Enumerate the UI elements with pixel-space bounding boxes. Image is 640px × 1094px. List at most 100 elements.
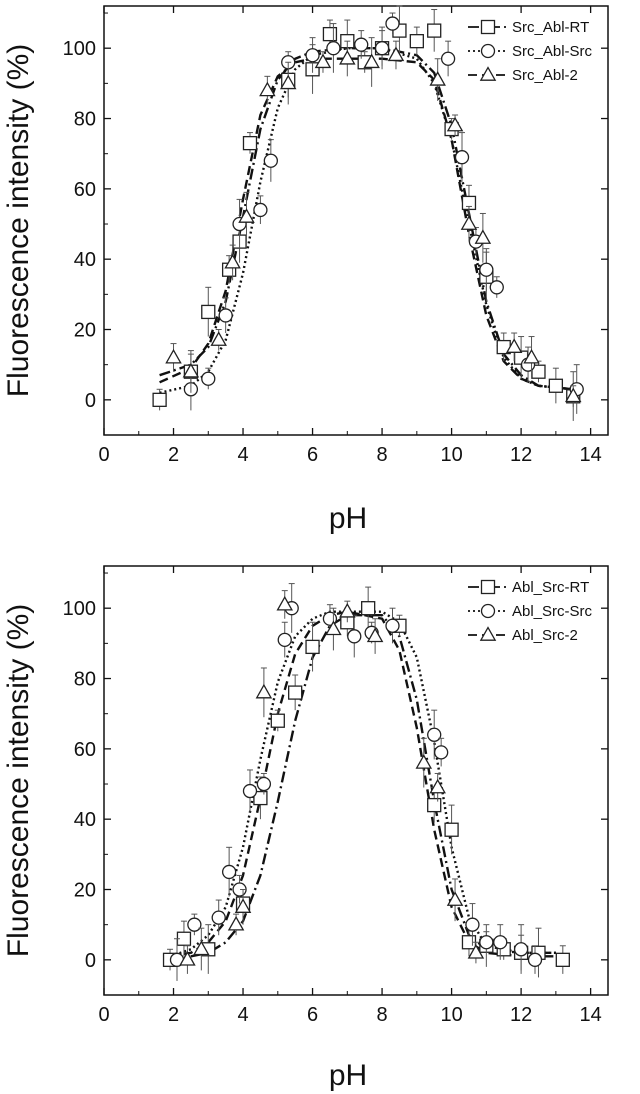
- data-point-Src_Abl-2: [446, 116, 464, 132]
- data-point-Src_Abl-Src: [305, 48, 320, 63]
- data-point-Src_Abl-Src: [253, 202, 268, 218]
- data-point-Abl_Src-Src: [187, 917, 202, 932]
- y-tick-label: 40: [74, 249, 96, 271]
- data-point-Abl_Src-2: [429, 778, 446, 794]
- fit-curve-Abl_Src-Src: [169, 610, 556, 958]
- data-point-Src_Abl-2: [314, 53, 332, 69]
- legend-label: Abl_Src-RT: [512, 579, 589, 596]
- data-point-Abl_Src-RT: [361, 601, 376, 616]
- data-point-Abl_Src-2: [255, 683, 273, 699]
- data-point-Abl_Src-Src: [242, 783, 258, 799]
- data-point-Abl_Src-Src: [465, 917, 480, 932]
- data-point-Src_Abl-2: [279, 74, 297, 90]
- legend-marker-Src_Abl-RT: [480, 19, 496, 35]
- fit-curve-Abl_Src-2: [169, 610, 556, 958]
- y-tick-label: 80: [74, 669, 96, 691]
- x-tick-label: 10: [440, 444, 462, 466]
- x-tick-label: 12: [510, 444, 532, 466]
- data-point-Abl_Src-2: [234, 898, 252, 913]
- data-point-Src_Abl-Src: [440, 51, 456, 66]
- data-point-Abl_Src-Src: [277, 632, 292, 647]
- y-axis-title: Fluorescence intensity (%): [2, 44, 35, 397]
- plot-frame: [103, 5, 609, 436]
- data-point-Src_Abl-2: [210, 331, 227, 346]
- x-tick-label: 14: [579, 1004, 601, 1026]
- x-tick-label: 14: [579, 444, 601, 466]
- data-point-Abl_Src-Src: [256, 776, 272, 792]
- legend-marker-Abl_Src-Src: [480, 603, 496, 619]
- x-tick-label: 0: [98, 1004, 109, 1026]
- x-tick-label: 6: [307, 1004, 318, 1026]
- legend-label: Src_Abl-RT: [512, 19, 589, 36]
- data-point-Src_Abl-Src: [454, 150, 470, 165]
- data-point-Abl_Src-RT: [253, 790, 268, 806]
- data-point-Src_Abl-Src: [326, 41, 341, 56]
- data-point-Abl_Src-RT: [288, 685, 303, 700]
- y-tick-label: 80: [74, 109, 96, 131]
- data-point-Abl_Src-2: [179, 951, 196, 966]
- y-tick-label: 40: [74, 809, 96, 831]
- data-point-Abl_Src-Src: [513, 942, 529, 957]
- chart-panel-2: 0 2 4 6 8 10 12 14 0 20 40 60 80 100 pH Fluorescence in…: [2, 565, 609, 1092]
- data-point-Src_Abl-2: [339, 49, 356, 65]
- data-point-Src_Abl-Src: [218, 308, 233, 323]
- data-point-Abl_Src-2: [325, 620, 342, 636]
- data-point-Src_Abl-2: [363, 53, 380, 69]
- data-point-Src_Abl-Src: [385, 16, 400, 31]
- data-point-Abl_Src-RT: [427, 797, 442, 813]
- data-point-Src_Abl-2: [429, 71, 446, 86]
- data-point-Src_Abl-Src: [263, 153, 278, 168]
- legend-marker-Src_Abl-2: [479, 66, 497, 81]
- x-tick-label: 10: [440, 1004, 462, 1026]
- y-tick-label: 100: [63, 598, 96, 620]
- data-point-Abl_Src-2: [446, 891, 464, 906]
- x-tick-label: 6: [307, 444, 318, 466]
- y-tick-label: 0: [85, 950, 96, 972]
- data-point-Src_Abl-2: [182, 362, 200, 378]
- data-point-Src_Abl-2: [474, 229, 492, 244]
- legend-label: Src_Abl-Src: [512, 43, 593, 60]
- legend-marker-Abl_Src-2: [479, 626, 497, 641]
- data-point-Abl_Src-Src: [427, 727, 442, 742]
- y-tick-label: 20: [74, 880, 96, 902]
- data-point-Abl_Src-RT: [270, 713, 285, 728]
- data-point-Src_Abl-2: [224, 253, 241, 269]
- data-point-Abl_Src-Src: [347, 629, 362, 644]
- data-point-Src_Abl-RT: [201, 304, 216, 320]
- legend-marker-Src_Abl-Src: [480, 43, 496, 59]
- data-point-Abl_Src-2: [339, 602, 356, 618]
- data-point-Abl_Src-2: [366, 627, 384, 643]
- y-tick-label: 0: [85, 390, 96, 412]
- data-point-Src_Abl-Src: [354, 37, 369, 52]
- x-tick-label: 2: [168, 1004, 179, 1026]
- data-point-Abl_Src-Src: [527, 952, 543, 967]
- data-point-Abl_Src-Src: [493, 935, 508, 950]
- y-tick-label: 60: [74, 179, 96, 201]
- x-axis-title: pH: [329, 1059, 367, 1092]
- fit-curve-Abl_Src-RT: [169, 614, 556, 961]
- data-point-Abl_Src-2: [467, 944, 485, 959]
- data-point-Src_Abl-RT: [409, 34, 424, 49]
- data-point-Abl_Src-RT: [555, 952, 570, 967]
- data-point-Src_Abl-2: [238, 208, 255, 223]
- x-axis-title: pH: [329, 502, 367, 535]
- data-point-Abl_Src-2: [415, 754, 433, 769]
- data-point-Src_Abl-2: [387, 46, 405, 62]
- x-tick-label: 12: [510, 1004, 532, 1026]
- legend-marker-Abl_Src-RT: [480, 579, 496, 595]
- data-point-Src_Abl-Src: [201, 371, 216, 386]
- y-tick-label: 60: [74, 739, 96, 761]
- data-point-Src_Abl-RT: [152, 392, 167, 407]
- data-point-Src_Abl-2: [564, 387, 582, 403]
- data-point-Src_Abl-RT: [322, 26, 338, 42]
- data-point-Src_Abl-2: [523, 348, 540, 364]
- y-tick-label: 100: [63, 38, 96, 60]
- data-point-Src_Abl-RT: [242, 135, 258, 151]
- data-point-Abl_Src-2: [193, 940, 210, 956]
- data-point-Src_Abl-2: [460, 215, 478, 230]
- legend-label: Abl_Src-2: [512, 627, 578, 644]
- x-tick-label: 8: [377, 444, 388, 466]
- data-point-Src_Abl-Src: [479, 262, 494, 277]
- data-point-Abl_Src-Src: [385, 618, 400, 633]
